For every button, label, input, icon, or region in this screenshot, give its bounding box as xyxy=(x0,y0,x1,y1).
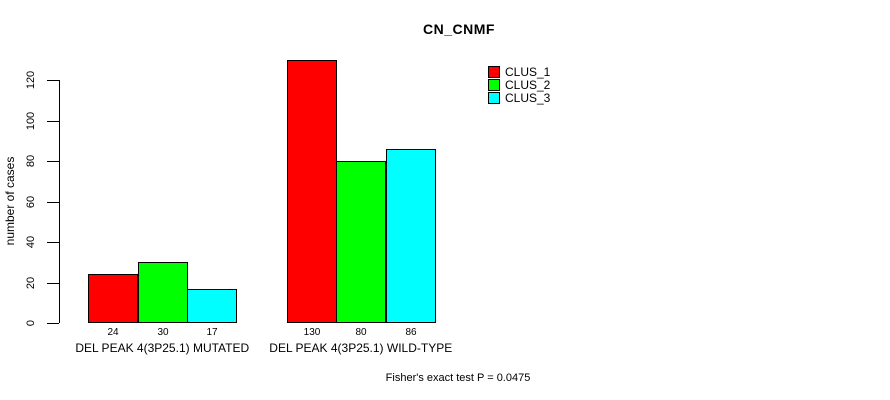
bar-value-label: 17 xyxy=(206,327,218,338)
x-category-label: DEL PEAK 4(3P25.1) MUTATED xyxy=(75,341,250,355)
y-tick-label: 80 xyxy=(25,154,37,168)
y-tick-label: 20 xyxy=(25,276,37,289)
bar-value-label: 130 xyxy=(303,327,321,338)
y-tick xyxy=(47,323,59,324)
y-tick xyxy=(47,161,59,162)
y-axis-line xyxy=(59,80,60,323)
legend-item: CLUS_2 xyxy=(488,77,551,92)
chart-title: CN_CNMF xyxy=(423,21,495,37)
legend-swatch xyxy=(488,65,500,78)
bar-clus_1 xyxy=(88,274,138,323)
y-tick xyxy=(47,201,59,203)
bar-clus_2 xyxy=(336,161,386,323)
x-category-label: DEL PEAK 4(3P25.1) WILD-TYPE xyxy=(269,341,453,355)
y-tick-label: 100 xyxy=(25,111,37,130)
legend-label: CLUS_2 xyxy=(505,77,551,92)
bar-value-label: 24 xyxy=(107,327,119,338)
bar-clus_3 xyxy=(187,289,237,323)
bar-value-label: 30 xyxy=(157,327,169,338)
legend-item: CLUS_1 xyxy=(488,64,551,79)
y-tick-label: 60 xyxy=(25,195,37,208)
y-tick xyxy=(47,242,59,243)
legend-swatch xyxy=(488,91,500,104)
bar-clus_1 xyxy=(287,60,337,323)
y-tick xyxy=(47,282,59,284)
annotation-text: Fisher's exact test P = 0.0475 xyxy=(385,372,531,384)
legend-swatch xyxy=(488,78,500,91)
bar-clus_2 xyxy=(138,262,188,323)
legend-item: CLUS_3 xyxy=(488,90,551,105)
bar-clus_3 xyxy=(386,149,436,323)
y-tick-label: 120 xyxy=(25,70,37,90)
y-tick xyxy=(47,80,59,81)
legend-label: CLUS_1 xyxy=(505,64,551,79)
legend: CLUS_1 CLUS_2 CLUS_3 xyxy=(488,64,551,105)
bar-value-label: 80 xyxy=(355,327,367,338)
y-tick xyxy=(47,120,59,122)
y-tick-label: 40 xyxy=(25,235,37,249)
bar-value-label: 86 xyxy=(405,327,417,338)
legend-label: CLUS_3 xyxy=(505,90,551,105)
y-tick-label: 0 xyxy=(25,319,37,327)
